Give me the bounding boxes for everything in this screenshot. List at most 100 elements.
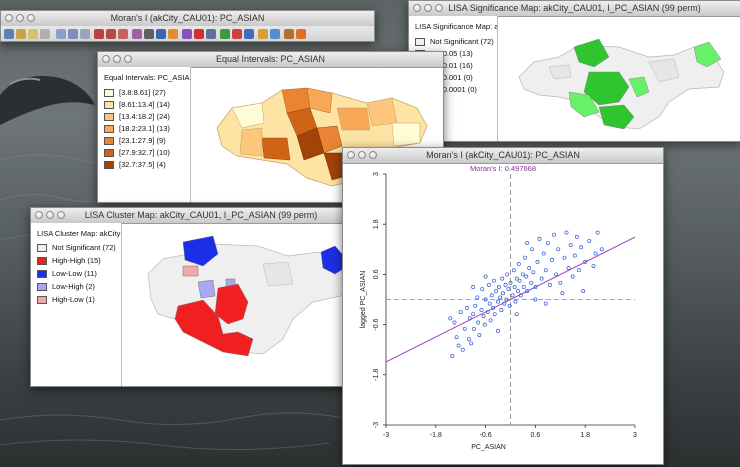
scatter-point [482, 322, 487, 327]
legend-label: High-High (15) [52, 256, 101, 265]
legend-label: Not Significant (72) [52, 243, 116, 252]
scatter-point [595, 230, 600, 235]
moran-icon[interactable] [270, 29, 280, 39]
minimize-button[interactable] [46, 211, 54, 219]
table-icon[interactable] [40, 29, 50, 39]
scatter-point [489, 293, 494, 298]
scatter-point [574, 234, 579, 239]
layers-icon[interactable] [156, 29, 166, 39]
legend-item[interactable]: High-Low (1) [37, 295, 95, 304]
scatter-point [564, 230, 569, 235]
lisa-icon[interactable] [284, 29, 294, 39]
scatter-point [488, 318, 493, 323]
box-icon[interactable] [168, 29, 178, 39]
scatter-point [529, 280, 534, 285]
close-button[interactable] [413, 4, 421, 12]
scatter-point [486, 282, 491, 287]
pie-icon[interactable] [194, 29, 204, 39]
scatter-point [587, 238, 592, 243]
scatter-point [491, 278, 496, 283]
scatter-point [456, 343, 461, 348]
legend-item[interactable]: [18.2:23.1] (13) [104, 124, 170, 133]
quantile-icon[interactable] [132, 29, 142, 39]
scatter-point [520, 272, 525, 277]
open-icon[interactable] [4, 29, 14, 39]
equal-intervals-titlebar[interactable]: Equal Intervals: PC_ASIAN [98, 52, 443, 68]
moran-main-titlebar[interactable]: Moran's I (akCity_CAU01): PC_ASIAN [1, 11, 374, 27]
zoom-button[interactable] [369, 151, 377, 159]
equal-intervals-legend: Equal Intervals: PC_ASIA [3.8:8.61] (27)… [98, 67, 191, 202]
lisa-cluster-title: LISA Cluster Map: akCity_CAU01, I_PC_ASI… [84, 210, 318, 220]
folder-icon[interactable] [16, 29, 26, 39]
dolphin-image [0, 76, 95, 125]
legend-swatch [37, 269, 47, 278]
legend-label: Low-High (2) [52, 282, 95, 291]
minimize-button[interactable] [358, 151, 366, 159]
histogram-icon[interactable] [80, 29, 90, 39]
scatter-point [591, 264, 596, 268]
zoom-button[interactable] [57, 211, 65, 219]
cube-icon[interactable] [232, 29, 242, 39]
legend-label: [8.61:13.4] (14) [119, 100, 170, 109]
x-axis-label: PC_ASIAN [471, 444, 506, 451]
scatter-point [494, 289, 498, 294]
weights-w-icon[interactable] [94, 29, 104, 39]
close-button[interactable] [35, 211, 43, 219]
legend-swatch [37, 256, 47, 265]
save-icon[interactable] [28, 29, 38, 39]
minimize-button[interactable] [424, 4, 432, 12]
close-button[interactable] [5, 14, 13, 22]
clock-icon[interactable] [144, 29, 154, 39]
legend-item[interactable]: [8.61:13.4] (14) [104, 100, 170, 109]
local-g-icon[interactable] [296, 29, 306, 39]
lisa-cluster-map[interactable] [123, 224, 370, 385]
zoom-button[interactable] [435, 4, 443, 12]
moran-scatter-titlebar[interactable]: Moran's I (akCity_CAU01): PC_ASIAN [343, 148, 663, 164]
scatter-point [491, 305, 496, 310]
scatter-point [535, 259, 540, 264]
lisa-significance-title: LISA Significance Map: akCity_CAU01, I_P… [448, 3, 701, 13]
legend-item[interactable]: Not Significant (72) [37, 243, 116, 252]
minimize-button[interactable] [16, 14, 24, 22]
window-controls [413, 4, 443, 12]
scatter-point [501, 291, 505, 296]
scatter-icon[interactable] [182, 29, 192, 39]
legend-item[interactable]: [23.1:27.9] (9) [104, 136, 166, 145]
scatter-point [558, 280, 563, 285]
legend-swatch [37, 295, 47, 304]
weights-edit-icon[interactable] [106, 29, 116, 39]
legend-item[interactable]: [3.8:8.61] (27) [104, 88, 166, 97]
scatter-point [599, 247, 604, 252]
map-icon[interactable] [220, 29, 230, 39]
zoom-button[interactable] [124, 55, 132, 63]
legend-item[interactable]: [13.4:18.2] (24) [104, 112, 170, 121]
legend-item[interactable]: Not Significant (72) [415, 37, 494, 46]
close-button[interactable] [102, 55, 110, 63]
legend-item[interactable]: [32.7:37.5] (4) [104, 160, 166, 169]
legend-item[interactable]: High-High (15) [37, 256, 101, 265]
conditional-map-icon[interactable] [244, 29, 254, 39]
moran-scatter-plot[interactable]: -3 -1.8 -0.6 0.6 1.8 3 3 1.8 0.6 -0.6 -1.8 -3 PC_ASI… [343, 163, 663, 463]
scatter-point [527, 266, 532, 271]
scatter-point [464, 305, 469, 310]
lisa-significance-map[interactable] [499, 17, 739, 140]
scatter-point [525, 289, 530, 294]
weights-hist-icon[interactable] [118, 29, 128, 39]
grid-icon[interactable] [56, 29, 66, 39]
lisa-cluster-titlebar[interactable]: LISA Cluster Map: akCity_CAU01, I_PC_ASI… [31, 208, 371, 224]
minimize-button[interactable] [113, 55, 121, 63]
scatter-point [541, 251, 546, 256]
lisa-significance-titlebar[interactable]: LISA Significance Map: akCity_CAU01, I_P… [409, 1, 740, 17]
close-button[interactable] [347, 151, 355, 159]
legend-title: Equal Intervals: PC_ASIA [104, 73, 190, 82]
chart-icon[interactable] [68, 29, 78, 39]
scatter-point [512, 284, 517, 289]
scatter-point [514, 276, 519, 281]
box-plot-icon[interactable] [206, 29, 216, 39]
regression-icon[interactable] [258, 29, 268, 39]
legend-item[interactable]: Low-High (2) [37, 282, 95, 291]
zoom-button[interactable] [27, 14, 35, 22]
legend-item[interactable]: [27.9:32.7] (10) [104, 148, 170, 157]
y-tick-label: 1.8 [373, 219, 380, 229]
legend-item[interactable]: Low-Low (11) [37, 269, 97, 278]
